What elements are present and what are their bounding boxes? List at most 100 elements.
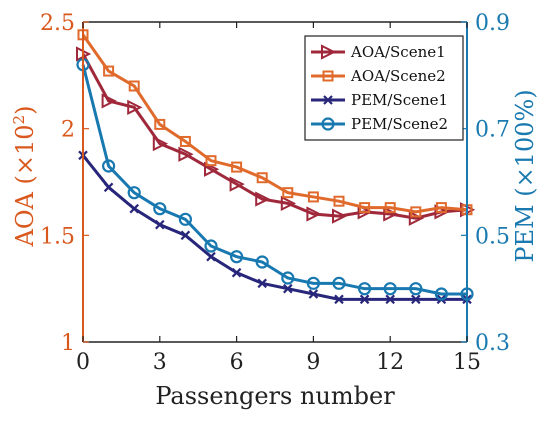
y-right-axis-label: PEM (×100%) <box>511 89 539 262</box>
data-point <box>383 206 399 222</box>
legend-entry: AOA/Scene1 <box>311 43 446 61</box>
data-point <box>434 287 448 301</box>
data-point <box>206 251 216 262</box>
data-point <box>334 294 344 305</box>
data-point <box>101 159 116 173</box>
legend-entry: AOA/Scene2 <box>311 67 446 85</box>
y-right-tick-label: 0.5 <box>475 224 510 249</box>
data-point-stroke-b <box>283 283 293 294</box>
data-point <box>409 282 423 296</box>
data-point <box>257 278 267 289</box>
data-point <box>152 135 169 152</box>
series-line <box>81 53 468 220</box>
data-point-stroke-b <box>411 294 421 305</box>
y-left-tick-label: 1.5 <box>40 224 75 249</box>
data-point <box>385 294 395 305</box>
data-point <box>383 282 397 296</box>
data-point <box>103 65 115 77</box>
data-point <box>179 135 191 147</box>
series-line <box>81 33 468 214</box>
data-point-stroke-b <box>155 219 165 230</box>
data-point <box>333 195 345 207</box>
data-point <box>308 289 319 299</box>
data-point-stroke-b <box>231 267 242 278</box>
data-point <box>306 206 322 222</box>
x-tick-label: 12 <box>376 350 404 375</box>
x-tick-label: 6 <box>230 350 244 375</box>
data-point <box>255 255 269 269</box>
data-point <box>101 93 117 109</box>
data-point <box>129 203 139 214</box>
data-point <box>408 210 425 226</box>
legend-label: AOA/Scene1 <box>350 43 446 61</box>
legend-label: AOA/Scene2 <box>350 67 446 85</box>
x-tick-label: 0 <box>76 350 90 375</box>
legend-swatch-marker <box>321 117 335 131</box>
data-point-stroke-b <box>308 289 319 299</box>
data-point <box>283 283 293 294</box>
y-left-tick-label: 2.5 <box>40 11 75 36</box>
legend-swatch-marker <box>321 44 337 60</box>
data-point <box>153 202 167 216</box>
x-tick-label: 3 <box>153 350 167 375</box>
data-point <box>410 206 422 218</box>
y-right-tick-label: 0.9 <box>475 11 510 36</box>
data-point-stroke-b <box>359 294 370 305</box>
legend-label: PEM/Scene1 <box>351 91 448 109</box>
data-point <box>229 176 245 192</box>
data-point <box>128 80 140 92</box>
data-point <box>359 202 371 214</box>
data-point-stroke-b <box>129 203 139 214</box>
data-point-stroke-b <box>103 182 114 193</box>
data-point <box>332 208 348 224</box>
y-right-tick-label: 0.7 <box>475 118 510 143</box>
x-tick-label: 15 <box>453 350 481 375</box>
legend-swatch-marker <box>322 70 334 82</box>
data-point <box>306 276 320 290</box>
data-point <box>255 191 271 207</box>
legend-entry: PEM/Scene1 <box>311 91 448 109</box>
data-point <box>307 191 319 203</box>
y-left-axis-label-exponent: 2 <box>10 115 28 125</box>
data-point <box>281 271 295 285</box>
data-point <box>127 99 143 115</box>
data-point <box>204 161 220 177</box>
y-right-tick-label: 0.3 <box>475 331 510 356</box>
data-point <box>155 219 165 230</box>
legend: AOA/Scene1 AOA/Scene2 PEM/Scene1 PEM/Scene2 <box>304 35 464 141</box>
data-point <box>154 118 166 130</box>
data-point <box>358 282 372 296</box>
data-point <box>204 239 218 253</box>
data-point <box>256 172 268 184</box>
legend-swatch-marker <box>323 95 333 105</box>
data-point <box>178 212 192 226</box>
y-left-axis-label: AOA (×102) <box>10 106 39 248</box>
data-point-stroke-b <box>206 251 216 262</box>
data-point <box>231 161 243 173</box>
data-point <box>359 294 370 305</box>
data-point <box>384 202 396 214</box>
data-point <box>180 230 191 241</box>
data-point <box>178 146 194 162</box>
data-point <box>127 186 141 200</box>
x-tick-label: 9 <box>306 350 320 375</box>
legend-entry: PEM/Scene2 <box>311 115 448 133</box>
data-point <box>230 250 244 264</box>
data-point <box>411 294 421 305</box>
legend-swatch-marker-stroke-b <box>323 95 333 105</box>
series-line <box>81 154 467 301</box>
series-pem-scene1 <box>78 150 472 305</box>
data-point <box>435 202 447 214</box>
data-point-stroke-b <box>257 278 267 289</box>
series-aoa-scene1 <box>76 46 476 226</box>
data-point <box>231 267 242 278</box>
y-left-axis-label-close: ) <box>11 106 39 115</box>
data-point <box>280 195 297 211</box>
y-left-axis-label-text: AOA (×10 <box>11 124 39 247</box>
data-point-stroke-b <box>334 294 344 305</box>
data-point <box>103 182 114 193</box>
data-point <box>205 155 217 167</box>
x-axis-label: Passengers number <box>155 382 395 410</box>
